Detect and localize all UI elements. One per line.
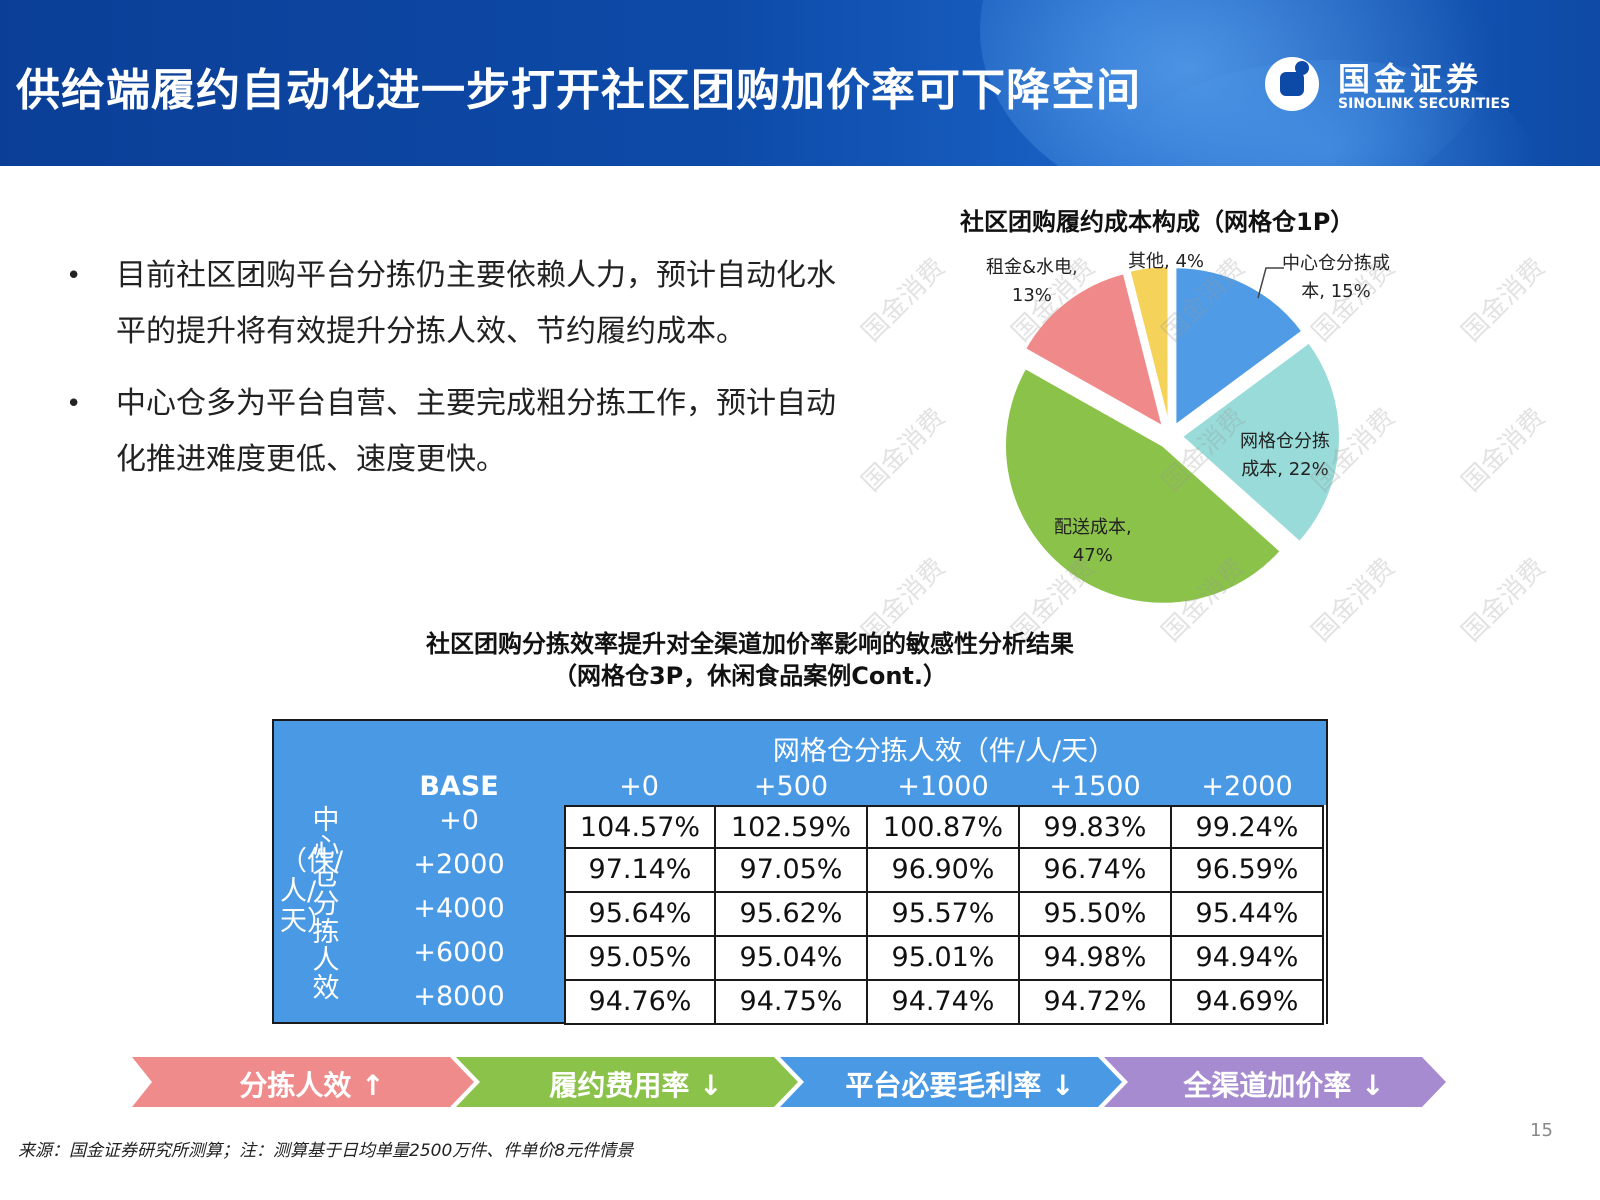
column-axis-label: 网格仓分拣人效（件/人/天）	[772, 736, 1116, 767]
pie-chart-title: 社区团购履约成本构成（网格仓1P）	[960, 208, 1355, 236]
table-cell: 94.74%	[868, 981, 1020, 1025]
row-header: +6000	[413, 937, 505, 968]
logo-name-en: SINOLINK SECURITIES	[1338, 96, 1511, 112]
column-header: +500	[753, 771, 829, 802]
flow-label: 平台必要毛利率 ↓	[845, 1069, 1075, 1102]
pie-chart	[1004, 265, 1341, 605]
pie-slice	[1128, 265, 1170, 425]
bullet-list: • 目前社区团购平台分拣仍主要依赖人力，预计自动化水平的提升将有效提升分拣人效、…	[60, 248, 860, 504]
table-cell: 102.59%	[716, 805, 868, 849]
row-header: +2000	[413, 849, 505, 880]
bullet-text: 中心仓多为平台自营、主要完成粗分拣工作，预计自动化推进难度更低、速度更快。	[116, 386, 836, 477]
table-cell: 99.83%	[1020, 805, 1172, 849]
flow-label: 全渠道加价率 ↓	[1183, 1069, 1385, 1102]
table-cell: 95.04%	[716, 937, 868, 981]
pie-slice	[1174, 266, 1304, 428]
column-header: +1500	[1049, 771, 1141, 802]
table-cell: 94.98%	[1020, 937, 1172, 981]
bullet-item: • 中心仓多为平台自营、主要完成粗分拣工作，预计自动化推进难度更低、速度更快。	[60, 376, 860, 488]
header-decoration	[980, 0, 1500, 166]
table-cell: 95.50%	[1020, 893, 1172, 937]
pie-label-center-warehouse: 中心仓分拣成 本, 15%	[1282, 250, 1390, 306]
company-logo: 国金证券 SINOLINK SECURITIES	[1262, 52, 1562, 122]
column-header: +1000	[897, 771, 989, 802]
pie-label-line: 网格仓分拣	[1240, 431, 1330, 452]
bullet-marker: •	[66, 389, 82, 419]
column-header: +0	[619, 771, 659, 802]
pie-label-line: 47%	[1072, 545, 1113, 566]
table-cell: 97.14%	[564, 849, 716, 893]
column-header: +2000	[1201, 771, 1293, 802]
causal-flow	[132, 1057, 1446, 1107]
pie-slice	[1004, 366, 1283, 605]
source-note: 来源：国金证券研究所测算；注：测算基于日均单量2500万件、件单价8元件情景	[18, 1141, 634, 1161]
table-cell: 95.05%	[564, 937, 716, 981]
row-header: +4000	[413, 893, 505, 924]
table-cell: 94.75%	[716, 981, 868, 1025]
pie-slice	[1023, 272, 1165, 429]
watermark: 国金消费	[1456, 252, 1552, 348]
table-cell: 94.72%	[1020, 981, 1172, 1025]
table-body: 104.57% 102.59% 100.87% 99.83% 99.24% 97.14% 9…	[564, 805, 1326, 1025]
bullet-item: • 目前社区团购平台分拣仍主要依赖人力，预计自动化水平的提升将有效提升分拣人效、…	[60, 248, 860, 360]
table-cell: 96.74%	[1020, 849, 1172, 893]
pie-label-line: 本, 15%	[1301, 281, 1371, 302]
row-axis-label: 中心仓分拣人效	[312, 805, 340, 1004]
sensitivity-table: 网格仓分拣人效（件/人/天） BASE +0 +500 +1000 +1500 …	[272, 719, 1328, 1025]
logo-name-cn: 国金证券	[1338, 60, 1483, 98]
flow-arrow	[456, 1057, 798, 1107]
pie-label-line: 成本, 22%	[1241, 459, 1329, 480]
table-cell: 95.62%	[716, 893, 868, 937]
bullet-text: 目前社区团购平台分拣仍主要依赖人力，预计自动化水平的提升将有效提升分拣人效、节约…	[116, 258, 836, 349]
flow-label: 履约费用率 ↓	[549, 1069, 723, 1102]
pie-slice	[1180, 341, 1341, 544]
table-cell: 94.76%	[564, 981, 716, 1025]
table-cell: 95.57%	[868, 893, 1020, 937]
row-axis-unit-label: （件/人/天）	[280, 846, 344, 937]
table-cell: 94.94%	[1172, 937, 1324, 981]
base-corner-label: BASE	[419, 771, 499, 802]
flow-label: 分拣人效 ↑	[239, 1069, 385, 1102]
watermark: 国金消费	[856, 402, 952, 498]
pie-label-rent: 租金&水电, 13%	[986, 254, 1078, 310]
row-header: +0	[439, 805, 479, 836]
table-cell: 100.87%	[868, 805, 1020, 849]
flow-arrow	[780, 1057, 1122, 1107]
pie-label-delivery: 配送成本, 47%	[1054, 514, 1132, 570]
pie-leader-line	[1257, 267, 1284, 299]
pie-label-line: 中心仓分拣成	[1282, 253, 1390, 274]
table-title-line: 社区团购分拣效率提升对全渠道加价率影响的敏感性分析结果	[426, 630, 1074, 658]
table-cell: 95.01%	[868, 937, 1020, 981]
watermark: 国金消费	[1456, 402, 1552, 498]
table-cell: 94.69%	[1172, 981, 1324, 1025]
slide-title: 供给端履约自动化进一步打开社区团购加价率可下降空间	[16, 65, 1141, 116]
pie-label-other: 其他, 4%	[1128, 248, 1204, 276]
pie-label-grid-warehouse: 网格仓分拣 成本, 22%	[1240, 428, 1330, 484]
page-number: 15	[1530, 1120, 1553, 1141]
pie-label-line: 配送成本,	[1054, 517, 1132, 538]
flow-arrow	[1104, 1057, 1446, 1107]
bullet-marker: •	[66, 261, 82, 291]
pie-label-line: 租金&水电,	[986, 257, 1078, 278]
table-title-line: （网格仓3P，休闲食品案例Cont.）	[552, 662, 948, 690]
pie-label-line: 13%	[1011, 285, 1052, 306]
watermark: 国金消费	[1456, 552, 1552, 648]
pie-label-line: 其他, 4%	[1128, 251, 1204, 272]
table-cell: 95.64%	[564, 893, 716, 937]
table-cell: 99.24%	[1172, 805, 1324, 849]
slide-header: 供给端履约自动化进一步打开社区团购加价率可下降空间 国金证券 SINOLINK …	[0, 0, 1600, 166]
table-cell: 96.59%	[1172, 849, 1324, 893]
table-cell: 104.57%	[564, 805, 716, 849]
row-header: +8000	[413, 981, 505, 1012]
table-title: 社区团购分拣效率提升对全渠道加价率影响的敏感性分析结果 （网格仓3P，休闲食品案…	[300, 628, 1200, 692]
table-cell: 96.90%	[868, 849, 1020, 893]
logo-mark-icon	[1265, 57, 1319, 111]
watermark: 国金消费	[856, 252, 952, 348]
flow-arrow	[132, 1057, 474, 1107]
table-cell: 95.44%	[1172, 893, 1324, 937]
table-cell: 97.05%	[716, 849, 868, 893]
